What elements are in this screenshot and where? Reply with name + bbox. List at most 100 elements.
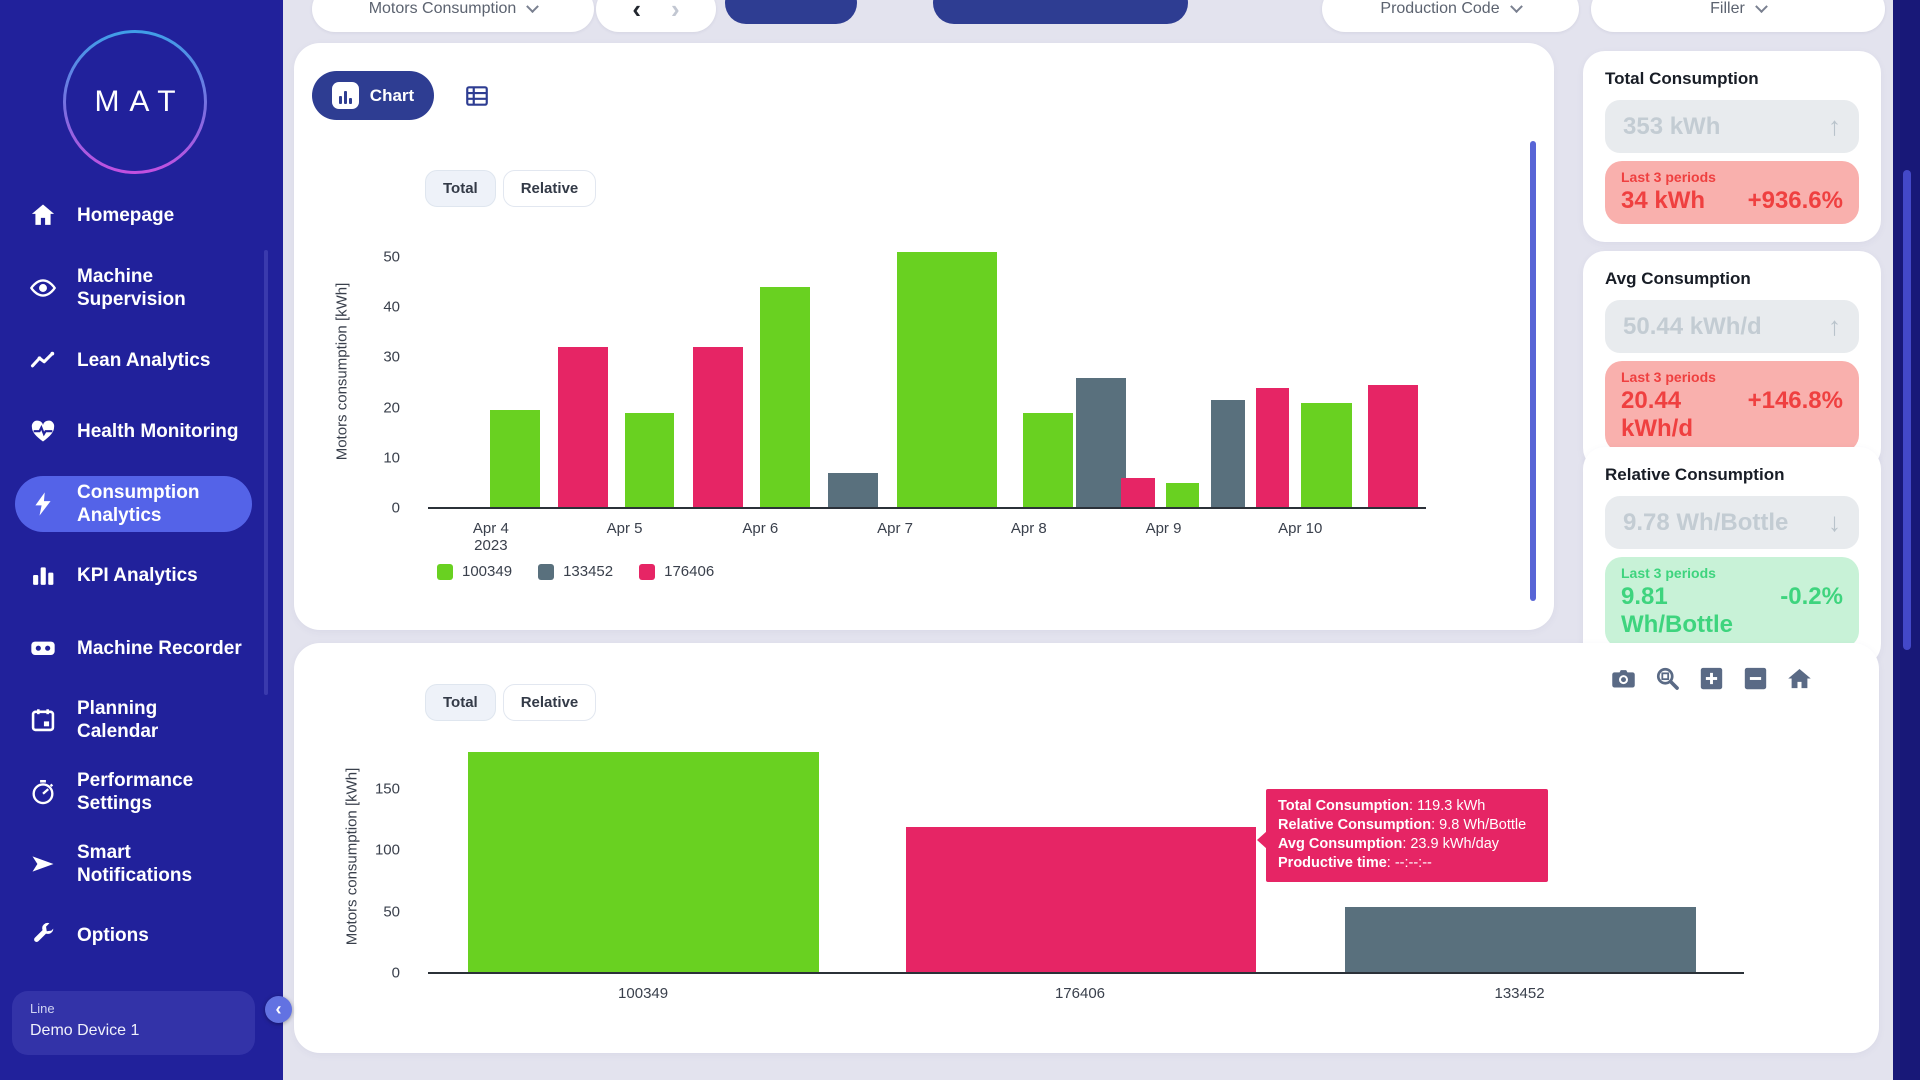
sidebar-item-health-monitoring[interactable]: Health Monitoring — [15, 409, 252, 453]
sidebar-item-label: Lean Analytics — [77, 349, 211, 371]
legend-item-133452[interactable]: 133452 — [538, 563, 613, 580]
bar-176406[interactable] — [557, 347, 608, 508]
kpi-value: 9.78 Wh/Bottle — [1623, 508, 1789, 536]
bar-100349[interactable] — [1165, 482, 1200, 508]
kpi-card-avg-consumption: Avg Consumption 50.44 kWh/d ↑ Last 3 per… — [1583, 251, 1881, 470]
production-code-label: Production Code — [1380, 0, 1500, 17]
kpi-period-value: 20.44 kWh/d — [1621, 387, 1693, 442]
bar-100349[interactable] — [624, 412, 675, 508]
kpi-period-value: 9.81 Wh/Bottle — [1621, 583, 1733, 638]
bolt-icon — [28, 489, 58, 519]
bar-176406[interactable] — [693, 347, 744, 508]
wrench-icon — [28, 920, 58, 950]
bar-133452[interactable] — [1344, 906, 1696, 973]
kpi-period-box: Last 3 periods 34 kWh +936.6% — [1605, 161, 1859, 224]
trend-arrow-icon: ↓ — [1828, 507, 1841, 537]
legend-item-176406[interactable]: 176406 — [639, 563, 714, 580]
sidebar-item-lean-analytics[interactable]: Lean Analytics — [15, 338, 252, 382]
chart-view-button[interactable]: Chart — [312, 71, 434, 120]
kpi-period-value: 34 kWh — [1621, 187, 1706, 214]
logo-text: MAT — [94, 85, 186, 118]
legend-item-100349[interactable]: 100349 — [437, 563, 512, 580]
bar-100349[interactable] — [468, 752, 820, 973]
camera-icon[interactable] — [1610, 665, 1637, 692]
bar-tooltip: Total Consumption: 119.3 kWh Relative Con… — [1257, 789, 1548, 882]
zoom-icon[interactable] — [1654, 665, 1681, 692]
y-tick-label: 50 — [383, 248, 400, 266]
bar-100349[interactable] — [1022, 412, 1073, 508]
metric-dropdown[interactable]: Motors Consumption — [312, 0, 594, 32]
zoom-in-icon[interactable] — [1698, 665, 1725, 692]
kpi-period-label: Last 3 periods — [1621, 565, 1716, 581]
toggle-total[interactable]: Total — [425, 684, 496, 721]
bar-133452[interactable] — [828, 472, 879, 508]
legend-label: 176406 — [664, 563, 715, 580]
kpi-period-box: Last 3 periods 20.44 kWh/d +146.8% — [1605, 361, 1859, 452]
chevron-down-icon — [1509, 0, 1523, 13]
x-tick-sublabel: 2023 — [474, 537, 508, 554]
sidebar-item-label: Planning Calendar — [77, 698, 159, 742]
kpi-period-change: -0.2% — [1780, 583, 1843, 610]
sidebar-scrollbar[interactable] — [264, 250, 268, 695]
next-period-button[interactable]: › — [671, 0, 680, 24]
card-scrollbar[interactable] — [1530, 141, 1536, 601]
sidebar-item-consumption-analytics[interactable]: Consumption Analytics — [15, 476, 252, 532]
bar-176406[interactable] — [1256, 387, 1290, 508]
production-code-dropdown[interactable]: Production Code — [1322, 0, 1579, 32]
recorder-icon — [28, 633, 58, 663]
bar-176406[interactable] — [1368, 385, 1418, 508]
bar-100349[interactable] — [760, 287, 811, 508]
bar-133452[interactable] — [1075, 377, 1126, 508]
plot-area: 0 10 20 30 40 50 Apr 4 2023 Apr 5 Apr 6 Apr 7 Apr 8… — [383, 245, 1426, 554]
send-icon — [28, 849, 58, 879]
sidebar-item-machine-recorder[interactable]: Machine Recorder — [15, 626, 252, 670]
device-selector-card[interactable]: Line Demo Device 1 — [12, 991, 255, 1055]
toggle-total[interactable]: Total — [425, 170, 496, 207]
trend-icon — [28, 345, 58, 375]
y-tick-label: 10 — [383, 449, 400, 467]
sidebar-item-options[interactable]: Options — [15, 913, 252, 957]
daily-consumption-plot: 0 10 20 30 40 50 Apr 4 2023 Apr 5 Apr 6 Apr 7 Apr 8… — [383, 245, 1426, 554]
sidebar-item-homepage[interactable]: Homepage — [15, 193, 252, 237]
sidebar-item-label: Health Monitoring — [77, 420, 239, 442]
kpi-period-box: Last 3 periods 9.81 Wh/Bottle -0.2% — [1605, 557, 1859, 648]
x-tick-label: 176406 — [1054, 985, 1106, 1002]
table-view-button[interactable] — [464, 83, 490, 109]
bar-100349[interactable] — [897, 252, 997, 508]
bar-100349[interactable] — [489, 410, 540, 508]
x-tick-label: Apr 9 — [1145, 520, 1182, 537]
total-relative-toggle: Total Relative — [425, 170, 597, 207]
period-pager: ‹ › — [596, 0, 716, 32]
sidebar-item-kpi-analytics[interactable]: KPI Analytics — [15, 553, 252, 597]
filler-label: Filler — [1710, 0, 1745, 17]
zoom-out-icon[interactable] — [1742, 665, 1769, 692]
daily-consumption-card: Chart Total Relative 0 10 20 30 40 50 Apr 4 2023… — [294, 43, 1554, 630]
kpi-title: Total Consumption — [1605, 69, 1759, 88]
bar-133452[interactable] — [1211, 400, 1246, 508]
bar-100349[interactable] — [1301, 402, 1353, 508]
toggle-relative[interactable]: Relative — [502, 170, 597, 207]
bar-176406[interactable] — [906, 826, 1257, 973]
x-tick-label: Apr 6 — [742, 520, 779, 537]
sidebar-item-performance-settings[interactable]: Performance Settings — [15, 764, 252, 820]
sidebar-item-machine-supervision[interactable]: Machine Supervision — [15, 260, 252, 316]
chevron-down-icon — [526, 0, 540, 13]
heart-icon — [28, 416, 58, 446]
toggle-relative[interactable]: Relative — [502, 684, 597, 721]
total-relative-toggle: Total Relative — [425, 684, 597, 721]
sidebar-collapse-button[interactable]: ‹ — [265, 996, 292, 1023]
kpi-value: 50.44 kWh/d — [1623, 312, 1762, 340]
bar-176406[interactable] — [1120, 477, 1155, 508]
view-mode-button-1[interactable] — [725, 0, 857, 24]
prev-period-button[interactable]: ‹ — [632, 0, 641, 24]
sidebar-item-planning-calendar[interactable]: Planning Calendar — [15, 692, 252, 748]
y-tick-label: 0 — [391, 499, 400, 517]
reset-view-home-icon[interactable] — [1786, 665, 1813, 692]
x-tick-label: 133452 — [1494, 985, 1545, 1002]
filler-dropdown[interactable]: Filler — [1591, 0, 1885, 32]
sidebar-item-smart-notifications[interactable]: Smart Notifications — [15, 836, 252, 892]
page-scrollbar[interactable] — [1903, 170, 1911, 650]
window-edge-strip — [1893, 0, 1920, 1080]
view-mode-button-2[interactable] — [933, 0, 1188, 24]
sidebar-item-label: Machine Supervision — [77, 266, 186, 310]
